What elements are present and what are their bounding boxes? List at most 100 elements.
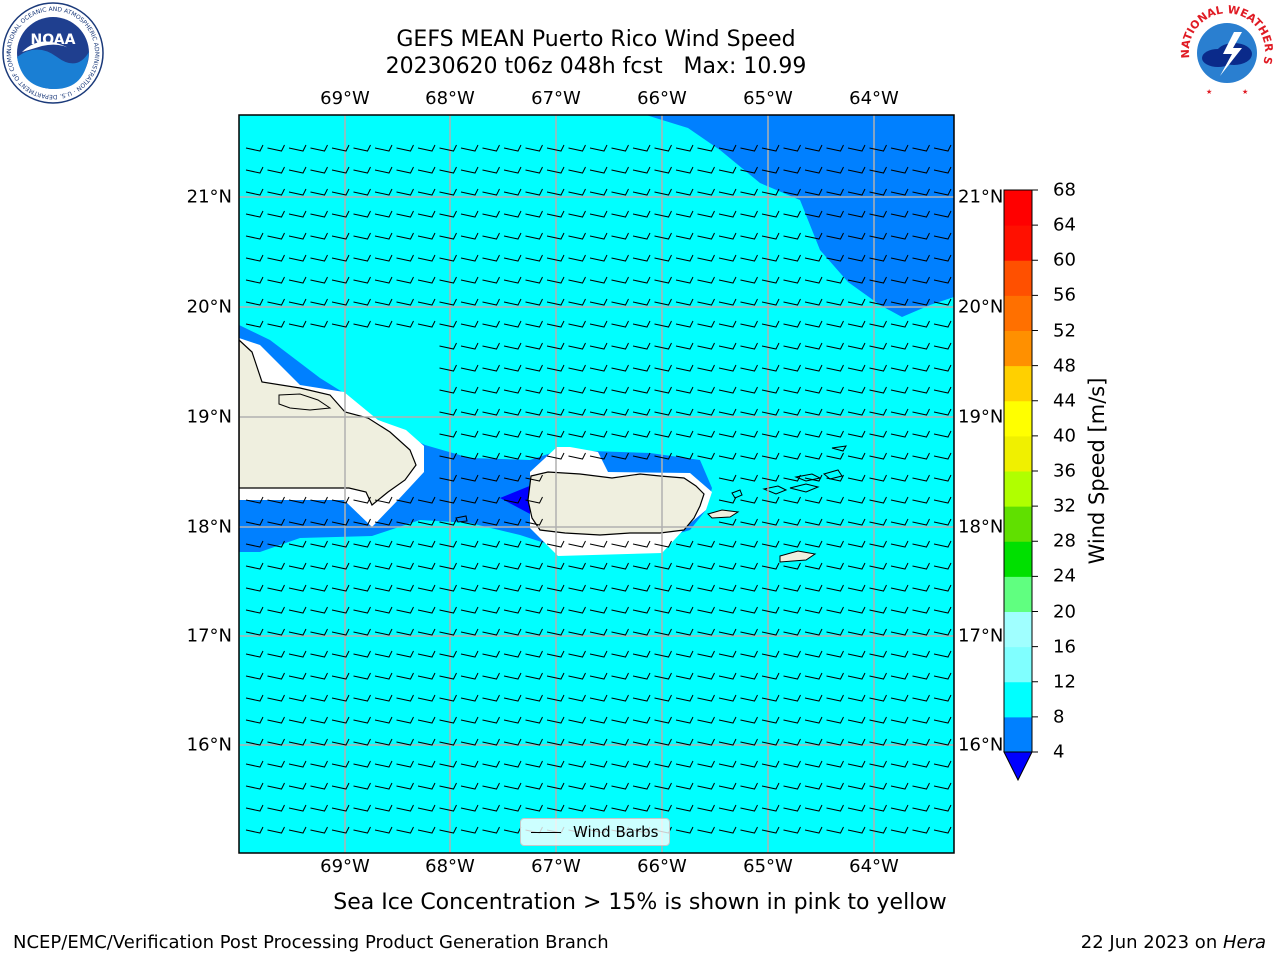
- wind-barb: [804, 188, 823, 196]
- wind-barb: [310, 782, 328, 790]
- wind-barb: [783, 320, 801, 328]
- wind-barb: [761, 562, 780, 570]
- wind-barb: [740, 672, 758, 680]
- wind-barb: [353, 144, 371, 152]
- wind-barb: [353, 738, 371, 746]
- wind-barb: [589, 562, 608, 570]
- map-title: GEFS MEAN Puerto Rico Wind Speed: [396, 27, 796, 52]
- wind-barb: [890, 518, 909, 526]
- lon-label-top: 64°W: [849, 88, 899, 109]
- wind-barb: [847, 606, 866, 614]
- wind-barb: [654, 804, 672, 812]
- wind-barb: [310, 804, 328, 812]
- wind-barb: [761, 166, 780, 174]
- wind-barb: [353, 826, 371, 834]
- wind-barb: [374, 694, 393, 702]
- wind-barb: [654, 364, 672, 372]
- wind-barb: [267, 694, 285, 702]
- wind-barb: [374, 804, 393, 812]
- wind-barb: [761, 320, 780, 328]
- wind-barb: [310, 584, 328, 592]
- wind-barb: [740, 650, 758, 658]
- wind-barb: [697, 782, 715, 790]
- wind-barb: [568, 562, 586, 570]
- wind-barb: [417, 540, 436, 548]
- wind-barb: [417, 320, 436, 328]
- wind-barb: [654, 144, 672, 152]
- wind-barb: [439, 562, 457, 570]
- wind-barb: [353, 166, 371, 174]
- wind-barb: [761, 144, 780, 152]
- lon-label-top: 65°W: [743, 88, 793, 109]
- wind-barb: [310, 738, 328, 746]
- wind-barb: [912, 474, 930, 482]
- wind-barb: [482, 738, 500, 746]
- colorbar-tick-label: 36: [1053, 460, 1076, 482]
- wind-barb: [589, 716, 608, 724]
- wind-barb: [869, 760, 887, 768]
- wind-barb: [310, 232, 328, 240]
- lat-label-right: 20°N: [958, 296, 1004, 318]
- wind-barb: [740, 562, 758, 570]
- wind-barb: [503, 606, 522, 614]
- wind-barb: [697, 584, 715, 592]
- wind-barb: [890, 210, 909, 218]
- wind-barb: [804, 166, 823, 174]
- wind-barb: [396, 188, 414, 196]
- wind-barb: [568, 804, 586, 812]
- wind-barb: [331, 672, 350, 680]
- wind-barb: [718, 232, 737, 240]
- wind-barb: [417, 496, 436, 504]
- wind-barb: [331, 760, 350, 768]
- barb-legend: Wind Barbs: [520, 818, 670, 846]
- wind-barb: [353, 650, 371, 658]
- wind-barb: [697, 540, 715, 548]
- wind-barb: [912, 144, 930, 152]
- wind-barb: [288, 826, 307, 834]
- wind-barb: [912, 760, 930, 768]
- wind-barb: [804, 518, 823, 526]
- lat-label-left: 17°N: [186, 625, 232, 647]
- wind-barb: [804, 320, 823, 328]
- wind-barb: [460, 826, 479, 834]
- wind-barb: [331, 826, 350, 834]
- wind-barb: [740, 584, 758, 592]
- wind-barb: [525, 804, 543, 812]
- svg-text:★: ★: [1206, 88, 1212, 96]
- wind-barb: [589, 672, 608, 680]
- wind-barb: [482, 694, 500, 702]
- wind-barb: [439, 364, 457, 372]
- wind-barb: [546, 166, 565, 174]
- wind-barb: [460, 474, 479, 482]
- lon-label-top: 67°W: [531, 88, 581, 109]
- wind-barb: [568, 628, 586, 636]
- wind-barb: [417, 694, 436, 702]
- wind-barb: [310, 694, 328, 702]
- wind-barb: [589, 232, 608, 240]
- wind-barb: [912, 364, 930, 372]
- wind-barb: [783, 540, 801, 548]
- wind-barb: [589, 320, 608, 328]
- wind-barb: [546, 298, 565, 306]
- wind-barb: [740, 144, 758, 152]
- wind-barb: [632, 738, 651, 746]
- wind-barb: [310, 628, 328, 636]
- wind-barb: [546, 694, 565, 702]
- wind-barb: [675, 782, 694, 790]
- wind-barb: [632, 584, 651, 592]
- wind-barb: [675, 188, 694, 196]
- wind-barb: [761, 738, 780, 746]
- wind-barb: [611, 760, 629, 768]
- wind-barb: [869, 232, 887, 240]
- wind-barb: [718, 166, 737, 174]
- wind-barb: [439, 276, 457, 284]
- wind-barb: [525, 408, 543, 416]
- wind-barb: [933, 562, 952, 570]
- wind-barb: [675, 760, 694, 768]
- wind-barb: [783, 518, 801, 526]
- wind-barb: [632, 166, 651, 174]
- wind-barb: [761, 804, 780, 812]
- wind-barb: [697, 144, 715, 152]
- wind-barb: [482, 650, 500, 658]
- wind-barb: [460, 210, 479, 218]
